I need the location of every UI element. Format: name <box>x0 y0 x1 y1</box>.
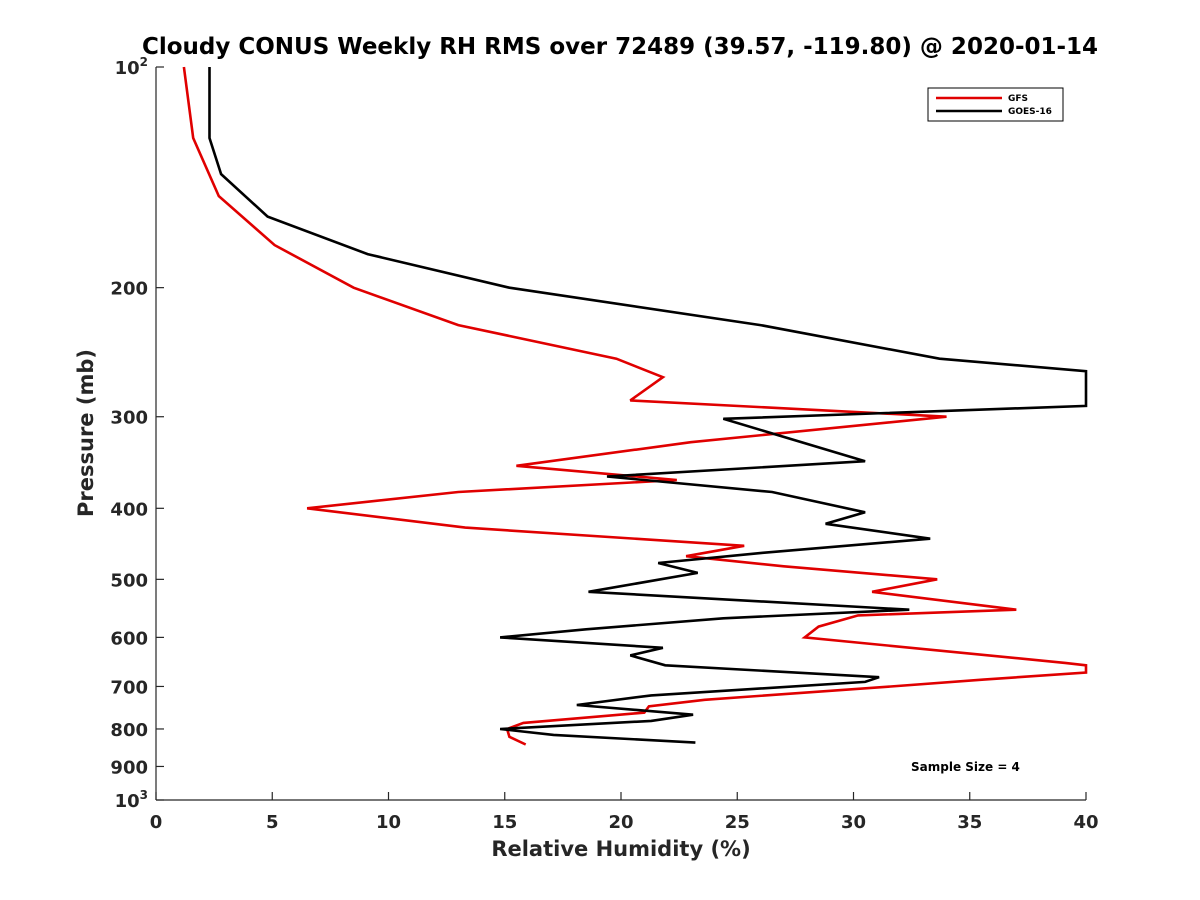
x-tick-label: 40 <box>1073 812 1098 833</box>
x-tick-label: 15 <box>492 812 517 833</box>
y-tick-label: 102 <box>115 55 148 79</box>
plot-area <box>156 67 1086 800</box>
x-axis-ticks: 0 5 10 15 20 25 30 35 40 <box>150 792 1099 833</box>
x-tick-label: 25 <box>725 812 750 833</box>
legend-label-gfs: GFS <box>1008 94 1028 104</box>
sample-size-annotation: Sample Size = 4 <box>911 760 1020 774</box>
y-tick-label: 900 <box>110 757 148 778</box>
x-tick-label: 10 <box>376 812 401 833</box>
y-tick-label: 800 <box>110 720 148 741</box>
y-tick-label: 700 <box>110 677 148 698</box>
y-tick-label: 200 <box>110 279 148 300</box>
x-tick-label: 5 <box>266 812 279 833</box>
x-tick-label: 30 <box>841 812 866 833</box>
y-tick-label: 300 <box>110 408 148 429</box>
legend-box <box>927 87 1064 122</box>
series-line-goes16 <box>208 67 1088 744</box>
chart-title: Cloudy CONUS Weekly RH RMS over 72489 (3… <box>142 34 1098 60</box>
x-tick-label: 0 <box>150 812 163 833</box>
y-tick-label: 500 <box>110 570 148 591</box>
series-line-gfs <box>182 66 1088 746</box>
y-axis-ticks: 102 200 300 400 500 600 700 800 900 103 <box>110 55 164 812</box>
legend-label-goes16: GOES-16 <box>1008 107 1052 117</box>
legend: GFS GOES-16 <box>927 87 1064 122</box>
y-tick-label: 600 <box>110 628 148 649</box>
y-axis-label: Pressure (mb) <box>74 349 98 517</box>
x-axis-label: Relative Humidity (%) <box>491 837 750 861</box>
series-layer <box>182 66 1088 746</box>
x-tick-label: 35 <box>957 812 982 833</box>
y-tick-label: 400 <box>110 499 148 520</box>
x-tick-label: 20 <box>608 812 633 833</box>
y-tick-label: 103 <box>115 788 148 812</box>
